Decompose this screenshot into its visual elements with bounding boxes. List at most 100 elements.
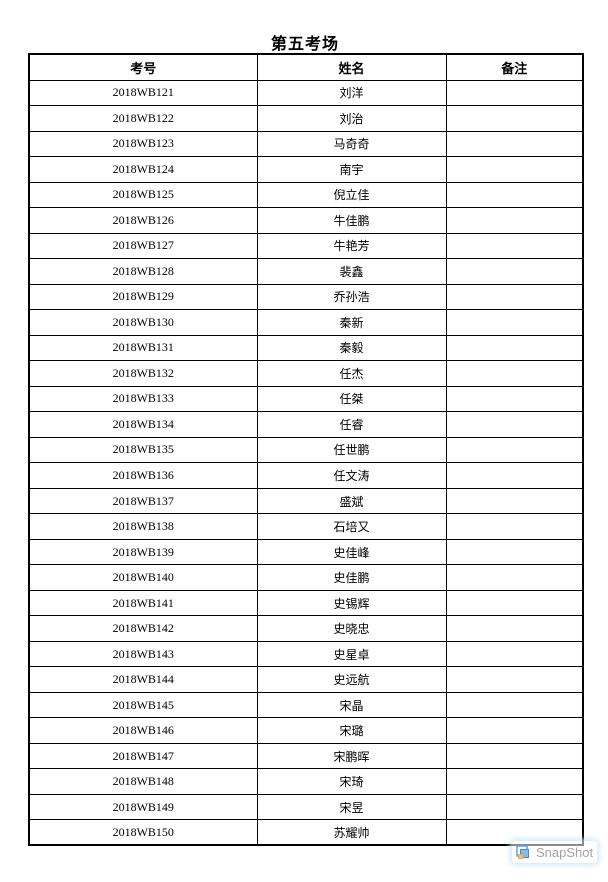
table-row: 2018WB126 牛佳鹏 [28,207,584,234]
table-row: 2018WB146 宋璐 [28,717,584,744]
exam-number-cell: 2018WB128 [28,258,258,285]
exam-number-cell: 2018WB127 [28,232,258,260]
remark-cell [445,309,584,336]
remark-cell [445,436,584,464]
table-row: 2018WB140 史佳鹏 [28,564,584,591]
table-row: 2018WB128 裴鑫 [28,258,584,285]
name-cell: 史晓忠 [256,615,447,642]
snapshot-icon [516,844,531,860]
name-cell: 宋璐 [256,717,447,744]
table-row: 2018WB121 刘洋 [28,79,584,107]
remark-cell [445,156,584,183]
table-row: 2018WB125 倪立佳 [28,181,584,209]
snapshot-watermark[interactable]: SnapShot [512,841,598,863]
remark-cell [445,385,584,413]
exam-number-cell: 2018WB135 [28,436,258,464]
exam-number-cell: 2018WB131 [28,334,258,362]
name-cell: 史星卓 [256,640,447,668]
exam-number-cell: 2018WB139 [28,538,258,566]
remark-cell [445,232,584,260]
table-row: 2018WB133 任桀 [28,385,584,413]
remark-cell [445,181,584,209]
remark-cell [445,768,584,795]
name-cell: 牛佳鹏 [256,207,447,234]
name-cell: 马奇奇 [256,130,447,158]
table-row: 2018WB134 任睿 [28,411,584,438]
table-row: 2018WB123 马奇奇 [28,130,584,158]
exam-number-cell: 2018WB134 [28,411,258,438]
name-cell: 任桀 [256,385,447,413]
exam-number-cell: 2018WB126 [28,207,258,234]
table-row: 2018WB130 秦新 [28,309,584,336]
name-cell: 任文涛 [256,462,447,489]
exam-number-cell: 2018WB123 [28,130,258,158]
exam-number-cell: 2018WB133 [28,385,258,413]
remark-cell [445,589,584,617]
table-row: 2018WB139 史佳峰 [28,538,584,566]
remark-cell [445,742,584,770]
table-row: 2018WB122 刘治 [28,105,584,132]
name-cell: 盛斌 [256,487,447,515]
exam-number-cell: 2018WB150 [28,819,258,846]
exam-number-cell: 2018WB146 [28,717,258,744]
exam-number-cell: 2018WB149 [28,793,258,821]
remark-cell [445,564,584,591]
table-row: 2018WB136 任文涛 [28,462,584,489]
name-cell: 石培又 [256,513,447,540]
remark-cell [445,462,584,489]
name-cell: 牛艳芳 [256,232,447,260]
header-remark: 备注 [445,53,584,81]
remark-cell [445,283,584,311]
page-title: 第五考场 [270,36,339,53]
name-cell: 倪立佳 [256,181,447,209]
table-row: 2018WB138 石培又 [28,513,584,540]
snapshot-label: SnapShot [536,844,594,860]
name-cell: 任世鹏 [256,436,447,464]
name-cell: 秦新 [256,309,447,336]
exam-number-cell: 2018WB130 [28,309,258,336]
remark-cell [445,793,584,821]
exam-number-cell: 2018WB132 [28,360,258,387]
remark-cell [445,207,584,234]
table-row: 2018WB131 秦毅 [28,334,584,362]
table-row: 2018WB137 盛斌 [28,487,584,515]
table-row: 2018WB147 宋鹏晖 [28,742,584,770]
name-cell: 史远航 [256,666,447,693]
remark-cell [445,615,584,642]
name-cell: 南宇 [256,156,447,183]
name-cell: 史锡辉 [256,589,447,617]
exam-room-table: 考号 姓名 备注 2018WB121 刘洋 2018WB122 刘治 2018WB123… [28,53,584,847]
remark-cell [445,79,584,107]
exam-number-cell: 2018WB145 [28,691,258,719]
remark-cell [445,334,584,362]
exam-number-cell: 2018WB148 [28,768,258,795]
remark-cell [445,258,584,285]
table-row: 2018WB143 史星卓 [28,640,584,668]
name-cell: 宋鹏晖 [256,742,447,770]
table-row: 2018WB142 史晓忠 [28,615,584,642]
name-cell: 苏耀帅 [256,819,447,846]
header-row: 考号 姓名 备注 [28,53,584,81]
name-cell: 刘治 [256,105,447,132]
table-row: 2018WB145 宋晶 [28,691,584,719]
remark-cell [445,640,584,668]
exam-number-cell: 2018WB140 [28,564,258,591]
remark-cell [445,513,584,540]
exam-number-cell: 2018WB125 [28,181,258,209]
remark-cell [445,105,584,132]
remark-cell [445,538,584,566]
remark-cell [445,666,584,693]
exam-number-cell: 2018WB141 [28,589,258,617]
remark-cell [445,691,584,719]
name-cell: 史佳鹏 [256,564,447,591]
header-exam-number: 考号 [28,53,258,81]
table-row: 2018WB144 史远航 [28,666,584,693]
name-cell: 宋晶 [256,691,447,719]
name-cell: 宋琦 [256,768,447,795]
table-row: 2018WB124 南宇 [28,156,584,183]
exam-number-cell: 2018WB137 [28,487,258,515]
name-cell: 任杰 [256,360,447,387]
exam-number-cell: 2018WB122 [28,105,258,132]
exam-number-cell: 2018WB124 [28,156,258,183]
